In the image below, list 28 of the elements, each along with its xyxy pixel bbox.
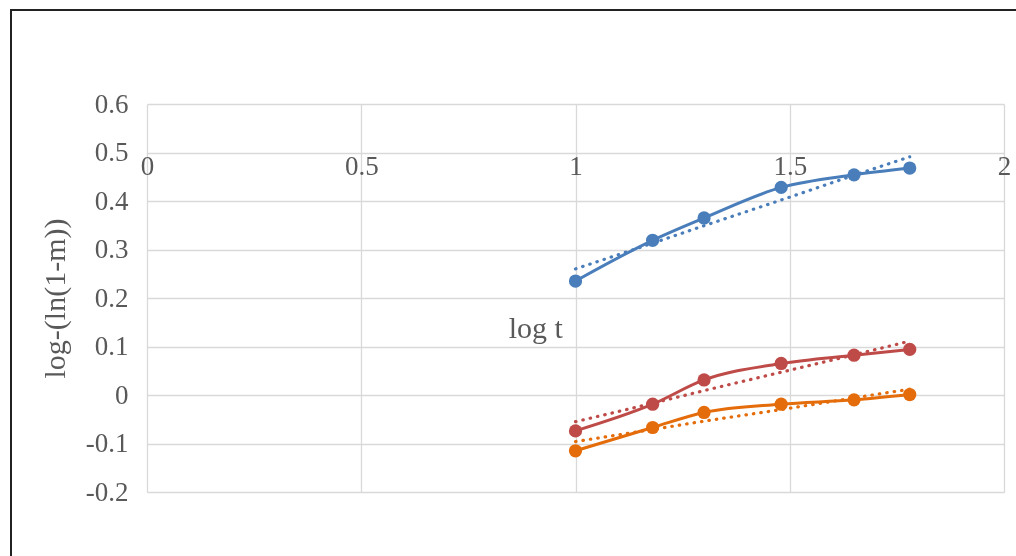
y-tick-label: 0.2 bbox=[94, 282, 129, 313]
point bbox=[646, 233, 660, 247]
x-tick-label: 0.5 bbox=[344, 150, 379, 181]
point bbox=[774, 180, 788, 195]
y-tick-label: 0.6 bbox=[94, 88, 129, 119]
y-tick-label: 0 bbox=[115, 379, 129, 410]
point bbox=[903, 387, 917, 402]
point bbox=[697, 211, 711, 225]
point bbox=[568, 424, 583, 438]
x-tick-label: 0 bbox=[140, 150, 155, 181]
x-tick-label: 1 bbox=[569, 150, 583, 181]
point bbox=[697, 373, 711, 387]
y-tick-label: -0.1 bbox=[85, 428, 129, 458]
point bbox=[774, 356, 788, 371]
point bbox=[568, 444, 583, 458]
y-axis-title: log-(ln(1-m)) bbox=[37, 218, 72, 379]
x-axis-title: log t bbox=[508, 310, 564, 344]
point bbox=[903, 161, 917, 175]
x-tick-label: 1.5 bbox=[773, 150, 808, 181]
point bbox=[568, 274, 583, 288]
x-tick-label: 2 bbox=[997, 150, 1012, 181]
y-tick-label: 0.4 bbox=[94, 185, 129, 216]
y-tick-label: 0.3 bbox=[94, 234, 129, 264]
y-tick-label: 0.1 bbox=[94, 331, 129, 361]
point bbox=[697, 405, 711, 420]
point bbox=[903, 342, 917, 357]
y-tick-label: -0.2 bbox=[85, 476, 129, 507]
point bbox=[774, 397, 788, 411]
